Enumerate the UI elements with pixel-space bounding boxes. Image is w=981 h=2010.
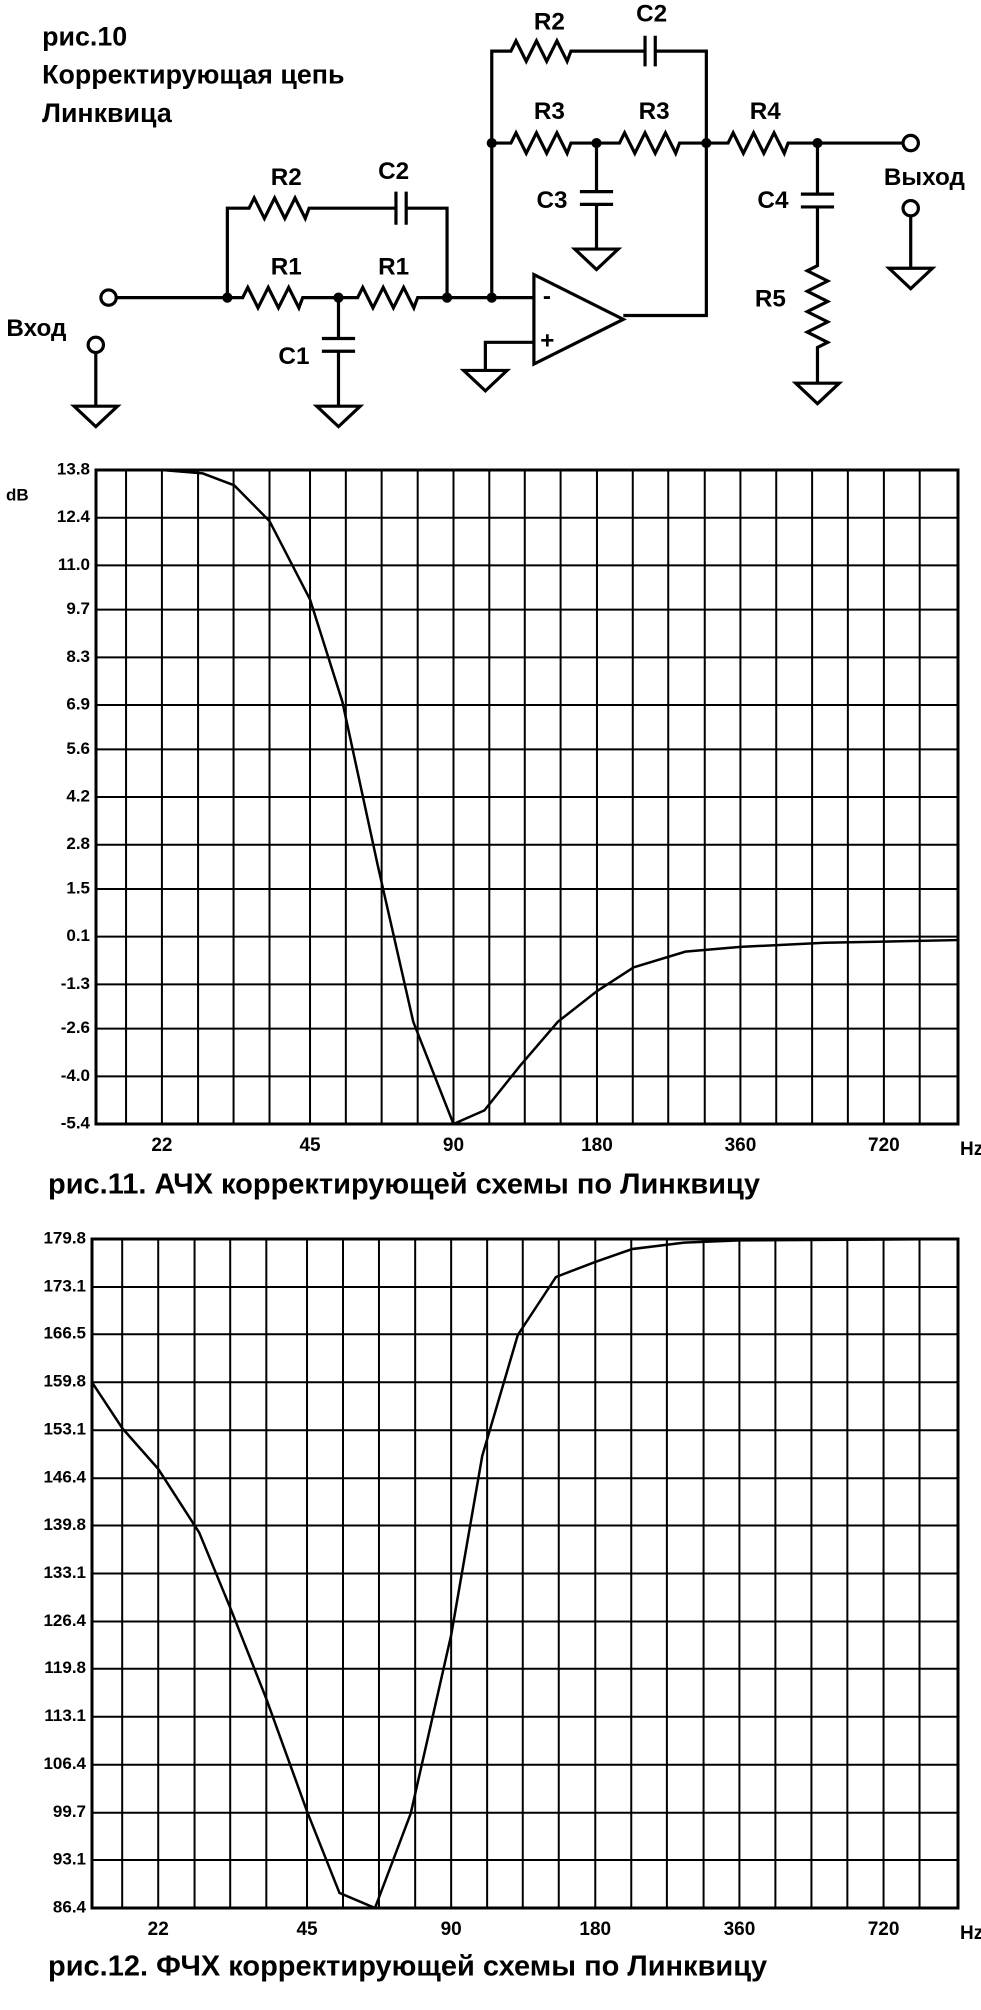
y-tick-label: 5.6 [66, 739, 90, 758]
y-tick-label: 13.8 [57, 459, 90, 478]
y-tick-label: -5.4 [61, 1113, 91, 1132]
y-tick-label: 99.7 [53, 1802, 86, 1821]
component-label: R3 [639, 98, 670, 125]
y-tick-label: 179.8 [43, 1228, 86, 1247]
y-tick-label: 9.7 [66, 599, 90, 618]
component-label: R1 [378, 254, 409, 281]
grounds [70, 247, 937, 429]
x-tick-label: 180 [579, 1919, 611, 1940]
terminal-label: Выход [884, 164, 965, 191]
opamp-sign: + [540, 328, 554, 355]
x-tick-label: 180 [581, 1135, 613, 1156]
y-tick-label: 12.4 [57, 507, 91, 526]
diagram-title: Линквица [42, 98, 173, 128]
x-tick-label: 45 [299, 1135, 321, 1156]
y-tick-label: 113.1 [44, 1706, 86, 1725]
x-tick-label: 45 [296, 1919, 318, 1940]
component-label: R4 [750, 98, 782, 125]
plot-frame [94, 468, 960, 1126]
x-tick-label: 720 [868, 1919, 900, 1940]
component-label: C3 [536, 187, 567, 214]
y-tick-label: 2.8 [66, 834, 90, 853]
y-tick-label: 126.4 [43, 1611, 86, 1630]
x-axis-label: Hz [960, 1923, 981, 1944]
y-tick-label: 1.5 [66, 878, 90, 897]
y-tick-label: 139.8 [43, 1515, 86, 1534]
component-label: C4 [757, 187, 789, 214]
terminal-label: Вход [6, 315, 66, 342]
y-tick-label: 11.0 [58, 555, 90, 574]
nodes [222, 137, 823, 303]
x-tick-label: 22 [151, 1135, 172, 1156]
y-tick-label: -2.6 [61, 1018, 90, 1037]
x-tick-label: 360 [725, 1135, 757, 1156]
y-tick-label: 133.1 [43, 1563, 86, 1582]
y-tick-label: 106.4 [43, 1754, 86, 1773]
x-tick-label: 90 [443, 1135, 464, 1156]
y-tick-label: 86.4 [53, 1897, 87, 1916]
y-tick-label: 4.2 [66, 786, 90, 805]
y-tick-label: 6.9 [66, 695, 90, 714]
component-label: C2 [378, 158, 409, 185]
y-axis-label: dB [6, 485, 29, 504]
figure-label: рис.10 [42, 21, 127, 51]
y-tick-label: 166.5 [43, 1324, 86, 1343]
curve [90, 1237, 959, 1910]
component-label: R5 [755, 286, 786, 313]
component-label: C1 [278, 343, 309, 370]
y-tick-label: 153.1 [43, 1420, 86, 1439]
y-tick-label: 173.1 [43, 1276, 86, 1295]
x-tick-label: 22 [148, 1919, 169, 1940]
curve [96, 468, 959, 1126]
y-tick-label: 119.8 [44, 1658, 86, 1677]
y-tick-label: 146.4 [43, 1468, 86, 1487]
x-tick-label: 720 [868, 1135, 900, 1156]
component-label: R2 [271, 164, 302, 191]
y-tick-label: 0.1 [66, 926, 90, 945]
chart-title: рис.11. АЧХ корректирующей схемы по Линк… [48, 1169, 760, 1201]
opamp-sign: - [543, 283, 551, 310]
x-tick-label: 360 [724, 1919, 756, 1940]
component-label: C2 [636, 1, 667, 28]
diagram-title: Корректирующая цепь [42, 60, 344, 90]
component-label: R1 [271, 254, 302, 281]
x-tick-label: 90 [441, 1919, 462, 1940]
plot-frame [90, 1237, 960, 1910]
circuit-diagram: рис.10 Корректирующая цепь Линквица R2 C… [6, 1, 965, 429]
y-tick-label: 93.1 [53, 1849, 86, 1868]
y-tick-label: -1.3 [61, 974, 90, 993]
y-tick-label: 8.3 [66, 647, 90, 666]
wires [86, 35, 920, 407]
chart-title: рис.12. ФЧХ корректирующей схемы по Линк… [48, 1951, 767, 1983]
y-tick-label: -4.0 [61, 1066, 90, 1085]
y-tick-label: 159.8 [43, 1372, 86, 1391]
component-label: R2 [534, 8, 565, 35]
x-axis-label: Hz [960, 1139, 981, 1160]
component-label: R3 [534, 98, 565, 125]
